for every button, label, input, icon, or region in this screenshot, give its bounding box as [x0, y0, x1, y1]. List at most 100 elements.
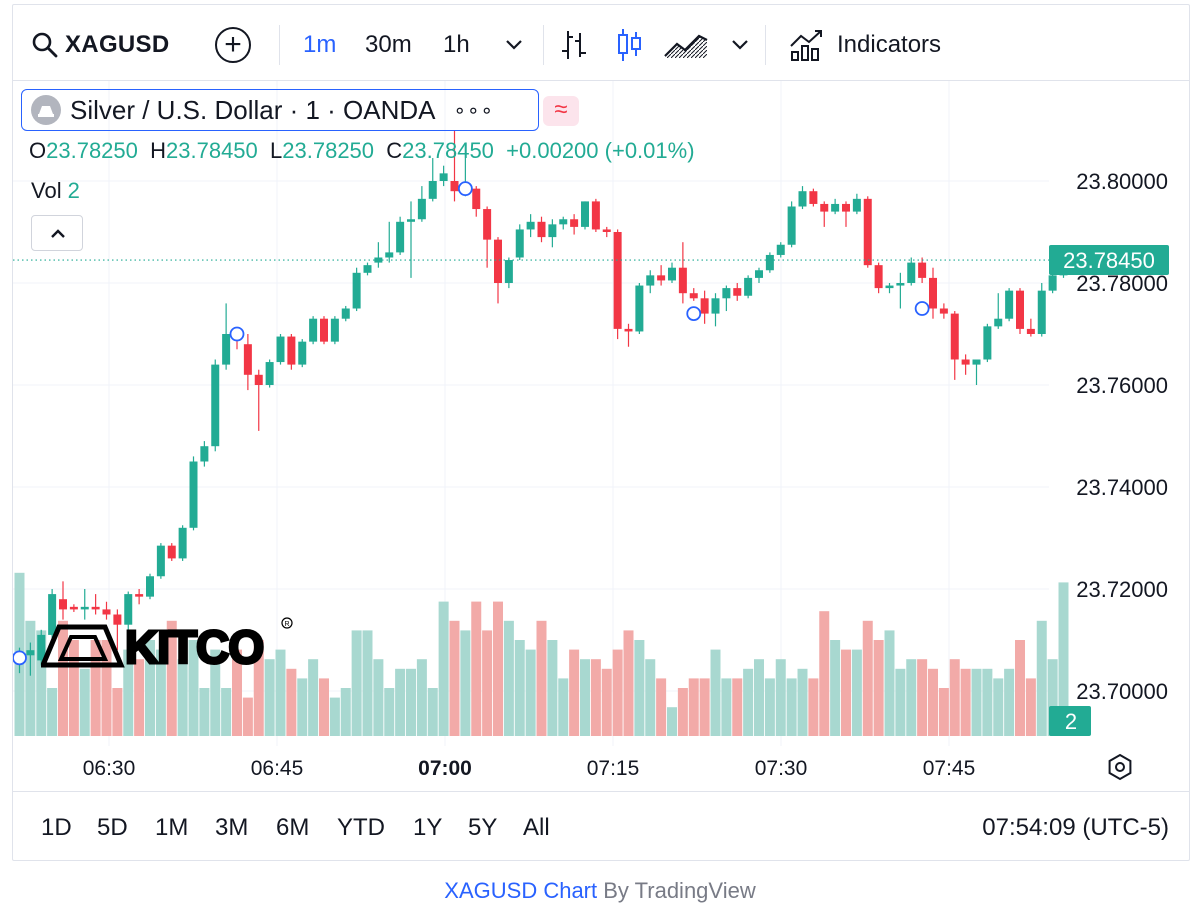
range-1d-button[interactable]: 1D: [41, 814, 72, 841]
attribution-by: By TradingView: [603, 878, 756, 903]
candle: [341, 305, 350, 322]
range-3m-button[interactable]: 3M: [215, 814, 249, 841]
volume-bar: [764, 678, 775, 736]
candle-body: [483, 209, 492, 240]
collapse-legend-button[interactable]: [31, 215, 83, 251]
candle-body: [972, 359, 981, 365]
volume-bar: [873, 640, 884, 736]
candle: [939, 303, 948, 319]
candle-body: [646, 275, 655, 286]
candle: [885, 283, 894, 294]
volume-bar: [471, 601, 482, 736]
price-chart[interactable]: 23.80000 23.78000 23.76000 23.74000 23.72000…: [13, 81, 1189, 791]
range-ytd-button[interactable]: YTD: [337, 814, 385, 841]
volume-key: Vol: [31, 178, 62, 203]
series-legend[interactable]: Silver / U.S. Dollar · 1 · OANDA ∘∘∘: [21, 89, 539, 131]
chart-style-dropdown-button[interactable]: [731, 23, 749, 67]
volume-bar: [101, 640, 112, 736]
candle: [711, 293, 720, 327]
volume-badge-label: 2: [1065, 709, 1077, 734]
indicators-button[interactable]: Indicators: [789, 23, 941, 67]
volume-bar: [482, 630, 493, 736]
candle-body: [559, 219, 568, 225]
candle-body: [504, 260, 513, 283]
candle-body: [668, 267, 676, 281]
volume-bar: [1025, 678, 1036, 736]
candle: [929, 267, 937, 319]
chevron-up-icon: [51, 229, 65, 238]
bar-style-button[interactable]: [559, 23, 589, 67]
ohlc-values: O23.78250 H23.78450 L23.78250 C23.78450 …: [29, 138, 695, 164]
candle-body: [363, 265, 372, 273]
volume-badge-bg: [1049, 706, 1091, 736]
candle-body: [733, 288, 742, 296]
candle: [1005, 288, 1014, 322]
candle-body: [744, 277, 753, 296]
settings-icon[interactable]: [1108, 753, 1132, 781]
interval-1h-button[interactable]: 1h: [443, 31, 470, 58]
volume-bars: [14, 572, 1069, 736]
candle-style-button[interactable]: [615, 23, 643, 67]
time-tick-label: 07:45: [923, 757, 976, 780]
candle-body: [831, 203, 840, 212]
range-all-button[interactable]: All: [523, 814, 550, 841]
candle: [613, 229, 622, 340]
candle: [254, 369, 263, 431]
timezone-clock[interactable]: 07:54:09 (UTC-5): [982, 814, 1169, 841]
symbol-search-button[interactable]: XAGUSD: [31, 23, 169, 67]
volume-bar: [580, 659, 590, 736]
attribution-link[interactable]: XAGUSD Chart By TradingView: [0, 878, 1200, 904]
range-1y-button[interactable]: 1Y: [413, 814, 443, 841]
volume-bar: [721, 678, 732, 736]
price-tick-label: 23.76000: [1076, 373, 1168, 398]
silver-bar-icon: [31, 95, 61, 125]
volume-bar: [166, 620, 177, 736]
candle-body: [874, 265, 883, 289]
add-symbol-button[interactable]: +: [215, 27, 251, 63]
candle: [722, 285, 731, 312]
volume-legend[interactable]: Vol 2: [31, 178, 80, 204]
event-marker: [13, 650, 27, 666]
candle-body: [863, 198, 872, 266]
volume-bar: [634, 640, 645, 736]
candle-body: [265, 362, 274, 385]
high-key: H: [150, 138, 167, 163]
candle: [178, 525, 187, 561]
more-options-icon[interactable]: ∘∘∘: [453, 99, 495, 122]
candle: [211, 359, 220, 452]
chart-widget: XAGUSD + 1m 30m 1h: [12, 4, 1190, 861]
volume-bar: [123, 649, 134, 736]
candle: [407, 201, 415, 278]
range-1m-button[interactable]: 1M: [155, 814, 189, 841]
candle: [494, 237, 502, 304]
candle: [744, 275, 753, 299]
candle: [863, 196, 872, 268]
volume-bar: [308, 659, 319, 736]
candle: [48, 589, 57, 640]
open-value: 23.78250: [46, 138, 138, 163]
time-tick-label: 06:45: [251, 757, 304, 780]
indicators-icon: [790, 30, 822, 61]
candle-body: [189, 461, 198, 528]
volume-bar: [373, 659, 384, 736]
price-tick-label: 23.78000: [1076, 271, 1168, 296]
event-marker: [229, 326, 245, 342]
candle: [820, 201, 829, 227]
range-6m-button[interactable]: 6M: [276, 814, 310, 841]
interval-30m-button[interactable]: 30m: [365, 31, 412, 58]
area-style-button[interactable]: [663, 23, 709, 67]
range-5y-button[interactable]: 5Y: [468, 814, 498, 841]
volume-bar: [297, 678, 308, 736]
candle-body: [494, 239, 502, 283]
volume-bar: [862, 620, 873, 736]
range-5d-button[interactable]: 5D: [97, 814, 128, 841]
settings-icon-hex: [1108, 753, 1132, 781]
low-key: L: [270, 138, 283, 163]
price-tick-label: 23.74000: [1076, 475, 1168, 500]
data-status-badge[interactable]: ≈: [543, 96, 579, 126]
price-tick-label: 23.70000: [1076, 679, 1168, 704]
interval-dropdown-button[interactable]: [505, 23, 523, 67]
candle-body: [26, 650, 35, 656]
svg-text:KITCO: KITCO: [125, 621, 263, 673]
interval-1m-button[interactable]: 1m: [303, 31, 337, 58]
